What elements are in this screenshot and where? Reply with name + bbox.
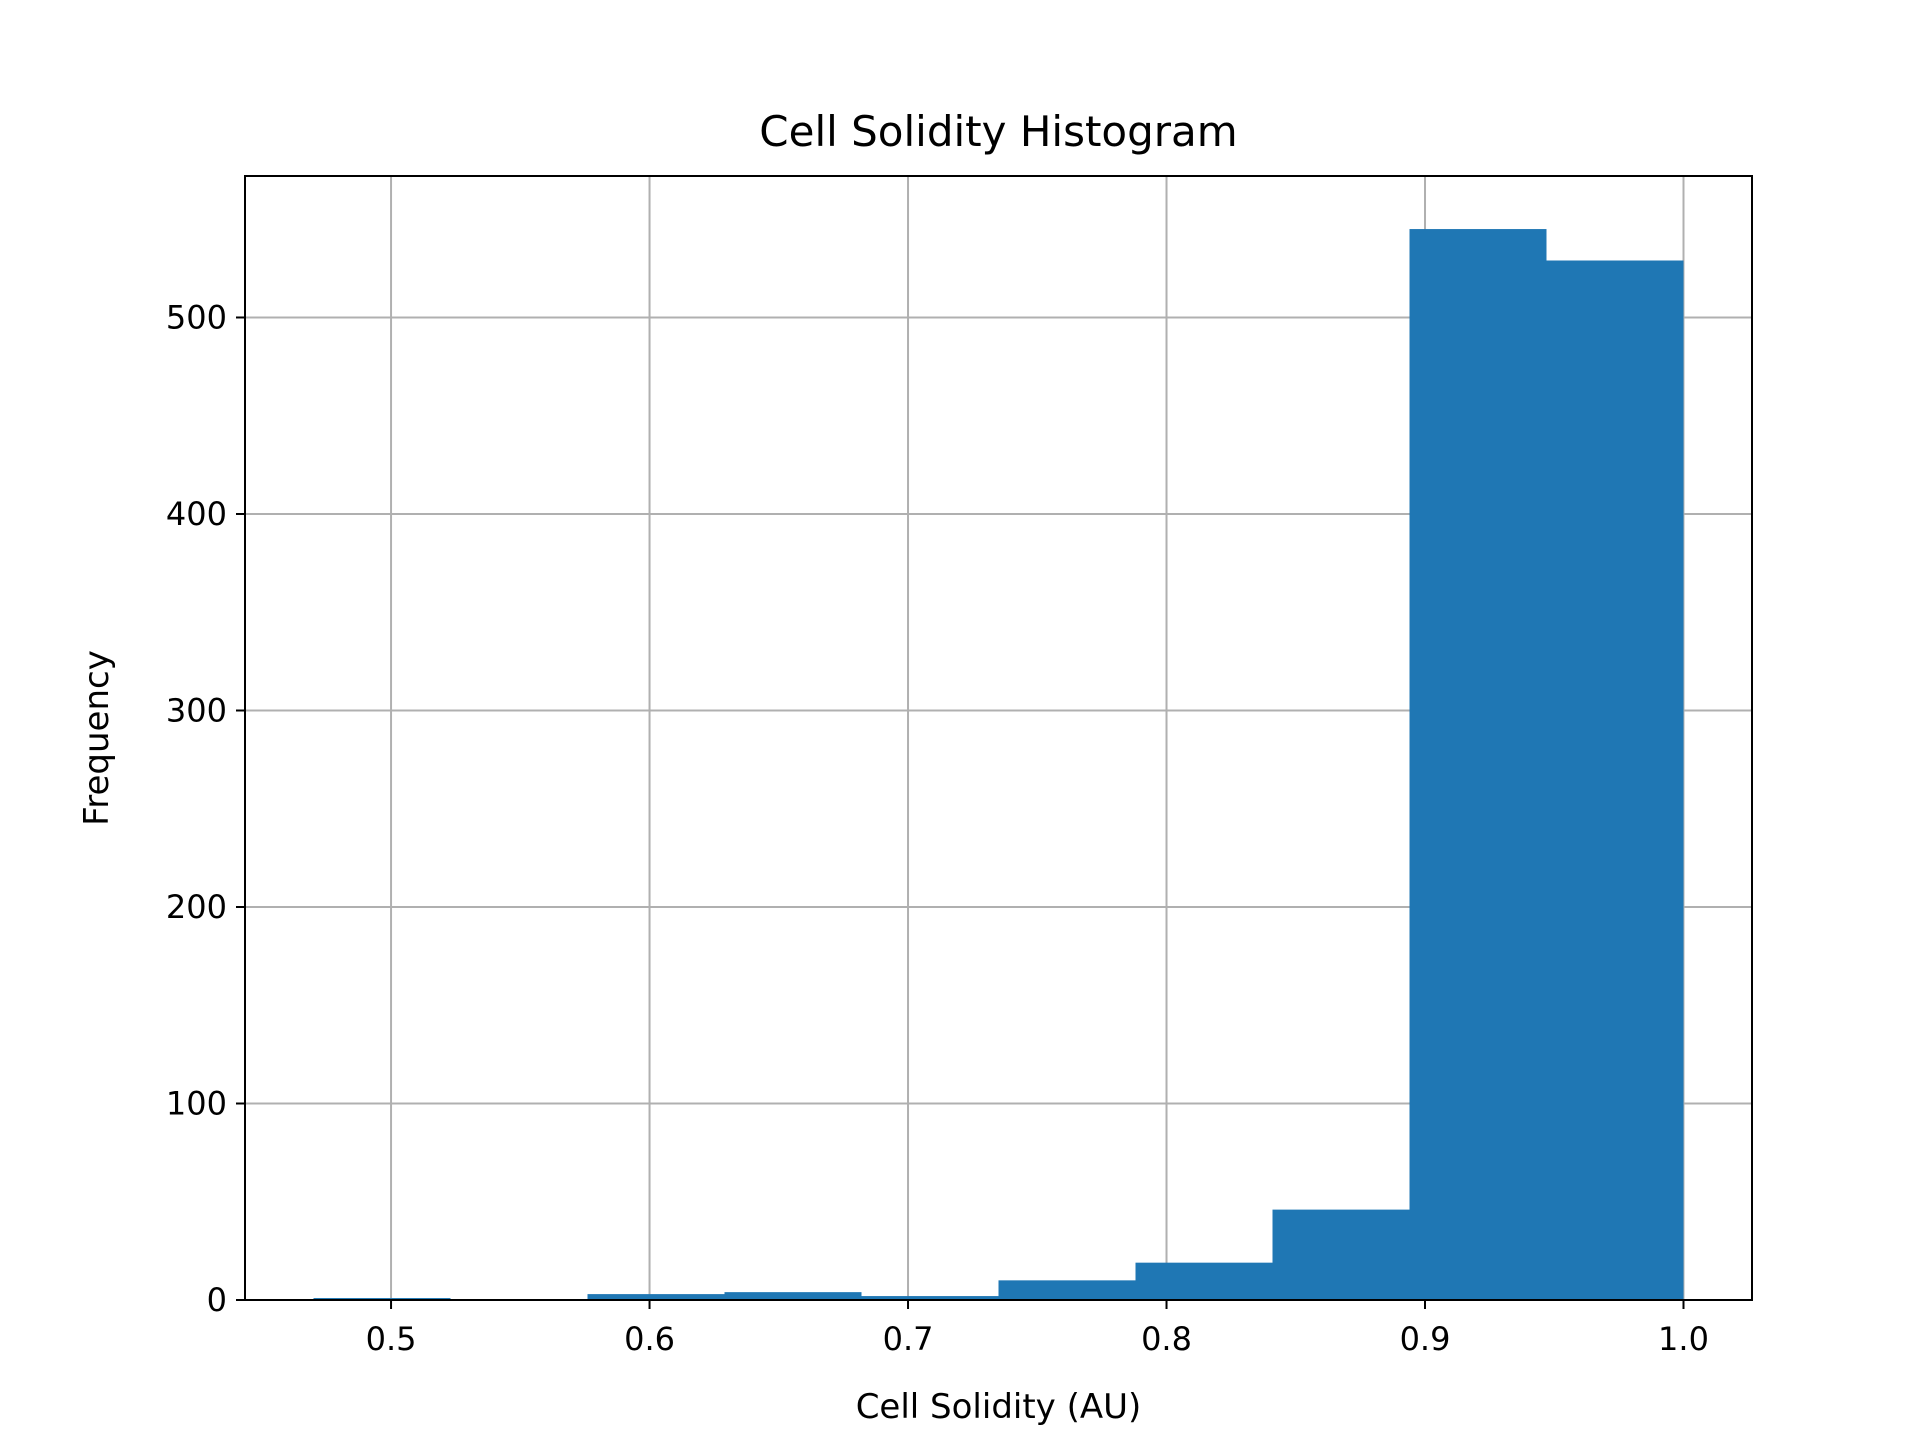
histogram-bar (1135, 1262, 1273, 1300)
histogram-bars (313, 229, 1684, 1301)
y-tick-label: 200 (166, 888, 227, 926)
histogram-bar (998, 1280, 1136, 1300)
x-axis-label: Cell Solidity (AU) (856, 1387, 1142, 1427)
x-tick-label: 0.8 (1141, 1320, 1192, 1358)
x-tick-label: 0.5 (366, 1320, 417, 1358)
y-axis-label: Frequency (77, 650, 117, 826)
x-tick-label: 0.6 (624, 1320, 675, 1358)
y-tick-label: 300 (166, 691, 227, 729)
x-tick-label: 0.7 (883, 1320, 934, 1358)
y-tick-label: 400 (166, 495, 227, 533)
histogram-bar (724, 1292, 862, 1300)
x-tick-label: 0.9 (1400, 1320, 1451, 1358)
chart-title: Cell Solidity Histogram (759, 107, 1237, 156)
y-tick-label: 0 (207, 1281, 227, 1319)
x-tick-label: 1.0 (1658, 1320, 1709, 1358)
histogram-bar (861, 1296, 999, 1300)
histogram-bar (1272, 1209, 1410, 1300)
x-axis-ticks: 0.5 0.6 0.7 0.8 0.9 1.0 (366, 1300, 1709, 1358)
plot-area-frame (244, 175, 1753, 1301)
y-axis-ticks: 0 100 200 300 400 500 (166, 298, 245, 1319)
y-tick-label: 500 (166, 298, 227, 336)
histogram-bar (1546, 260, 1684, 1301)
histogram-bar (1409, 229, 1547, 1301)
y-tick-label: 100 (166, 1084, 227, 1122)
histogram-bar (587, 1294, 725, 1300)
